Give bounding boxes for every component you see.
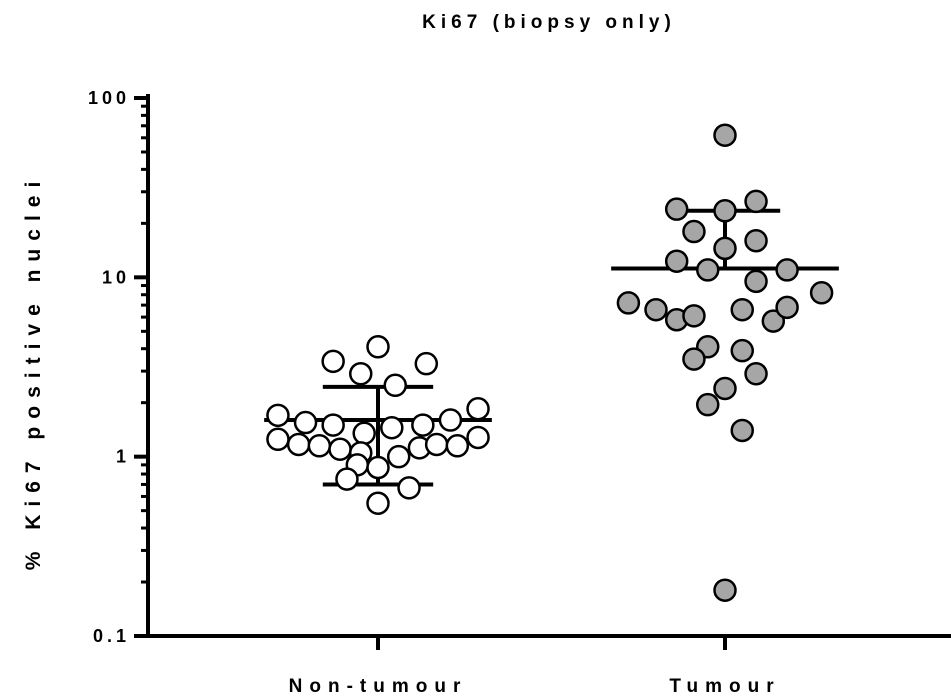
data-point <box>386 444 411 469</box>
data-point <box>321 413 345 437</box>
y-tick-label: 1 <box>116 447 130 467</box>
data-point <box>713 578 737 602</box>
data-point <box>286 432 311 457</box>
data-point <box>466 425 490 450</box>
data-point <box>713 376 737 401</box>
axes <box>146 94 951 638</box>
data-point <box>682 347 706 371</box>
data-point <box>809 281 834 305</box>
data-point <box>366 491 390 515</box>
chart-title: Ki67 (biopsy only) <box>422 12 676 33</box>
data-point <box>775 295 799 320</box>
data-point <box>335 467 359 491</box>
data-point <box>730 418 754 443</box>
y-tick-label: 0.1 <box>93 626 130 646</box>
data-point <box>397 476 421 500</box>
data-point <box>682 219 706 244</box>
data-point <box>349 361 373 386</box>
data-point <box>424 432 449 457</box>
data-point <box>644 297 668 322</box>
data-point <box>328 437 352 461</box>
data-point <box>775 258 799 282</box>
data-point <box>352 421 376 446</box>
data-point <box>744 228 768 253</box>
data-point <box>696 258 720 282</box>
y-tick-group: 100 10 1 0.1 <box>88 88 148 646</box>
data-point <box>713 123 737 147</box>
data-point <box>466 397 490 421</box>
data-point <box>380 415 404 440</box>
data-point <box>744 189 768 214</box>
x-tick-label: Non-tumour <box>289 676 468 697</box>
data-point <box>664 197 689 221</box>
data-point <box>744 269 768 294</box>
data-point <box>730 297 754 322</box>
data-point <box>713 199 737 223</box>
data-point <box>682 304 706 328</box>
y-tick-label: 10 <box>102 267 130 287</box>
data-point <box>293 410 318 435</box>
data-point <box>445 434 470 458</box>
y-axis-label: % Ki67 positive nuclei <box>22 174 45 571</box>
data-point <box>761 309 786 333</box>
data-point <box>411 413 435 437</box>
data-point <box>366 335 390 359</box>
data-point <box>383 373 407 398</box>
x-tick-label: Tumour <box>669 676 780 697</box>
data-point <box>744 361 768 386</box>
data-point <box>664 249 689 273</box>
y-tick-label: 100 <box>88 88 130 108</box>
data-point <box>307 434 332 458</box>
data-point <box>414 351 439 376</box>
data-point <box>438 408 463 432</box>
x-tick-group: Non-tumour Tumour <box>289 636 780 697</box>
data-point <box>321 349 345 374</box>
data-point <box>713 236 737 261</box>
data-point <box>266 427 290 452</box>
data-point <box>616 291 641 315</box>
data-point <box>696 392 720 417</box>
data-point <box>366 455 390 480</box>
data-point <box>266 403 290 428</box>
data-point <box>730 338 754 363</box>
point-group <box>266 123 834 602</box>
